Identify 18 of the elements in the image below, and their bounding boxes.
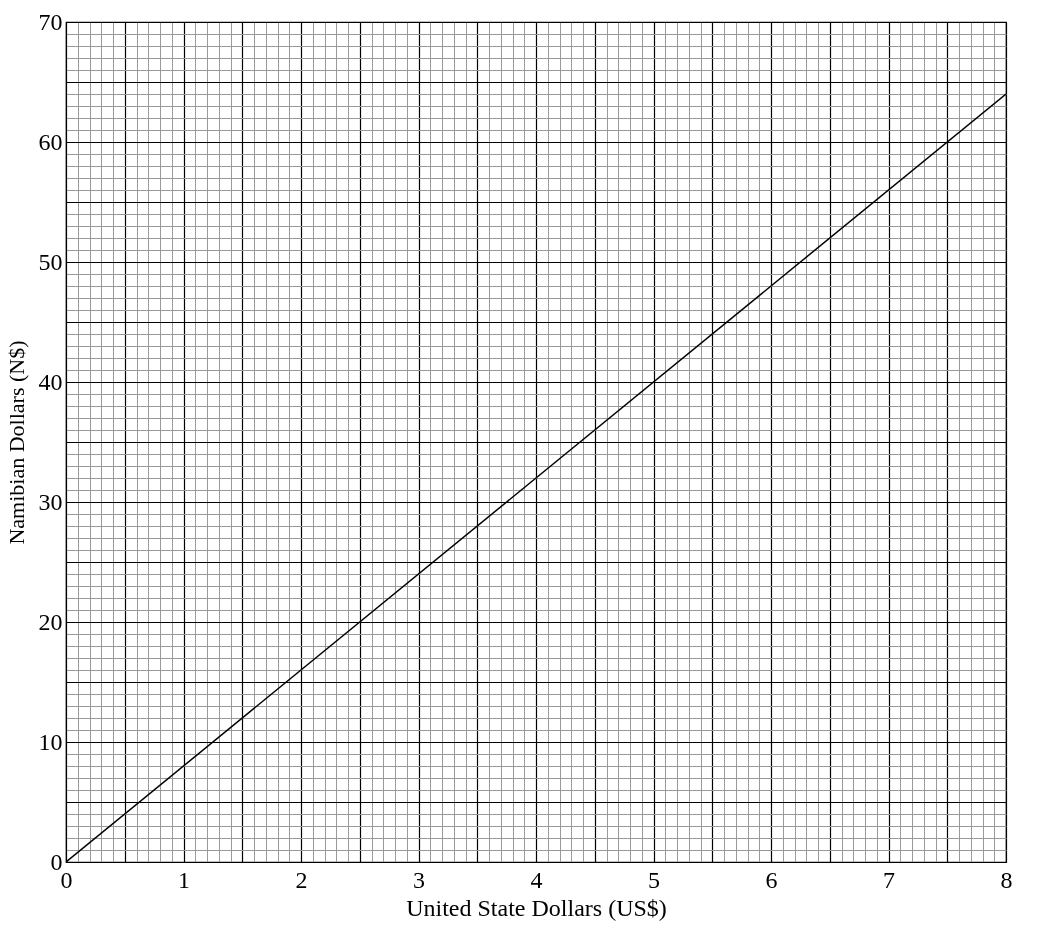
x-tick-label: 2 bbox=[295, 866, 308, 893]
x-tick-label: 7 bbox=[883, 866, 895, 893]
x-tick-label: 1 bbox=[178, 866, 190, 893]
y-tick-label: 0 bbox=[50, 848, 63, 875]
y-tick-label: 40 bbox=[38, 368, 63, 395]
x-tick-label: 8 bbox=[1000, 866, 1013, 893]
y-tick-label: 50 bbox=[38, 248, 63, 275]
x-axis-title: United State Dollars (US$) bbox=[406, 894, 667, 921]
y-axis-title: Namibian Dollars (N$) bbox=[3, 340, 29, 545]
y-tick-label: 60 bbox=[38, 128, 63, 155]
y-tick-label: 10 bbox=[38, 728, 63, 755]
x-tick-label: 3 bbox=[413, 866, 425, 893]
x-tick-label: 6 bbox=[765, 866, 778, 893]
y-tick-label: 70 bbox=[38, 8, 63, 35]
y-tick-label: 20 bbox=[38, 608, 63, 635]
x-tick-label: 4 bbox=[530, 866, 543, 893]
y-tick-label: 30 bbox=[38, 488, 63, 515]
x-tick-label: 5 bbox=[648, 866, 660, 893]
